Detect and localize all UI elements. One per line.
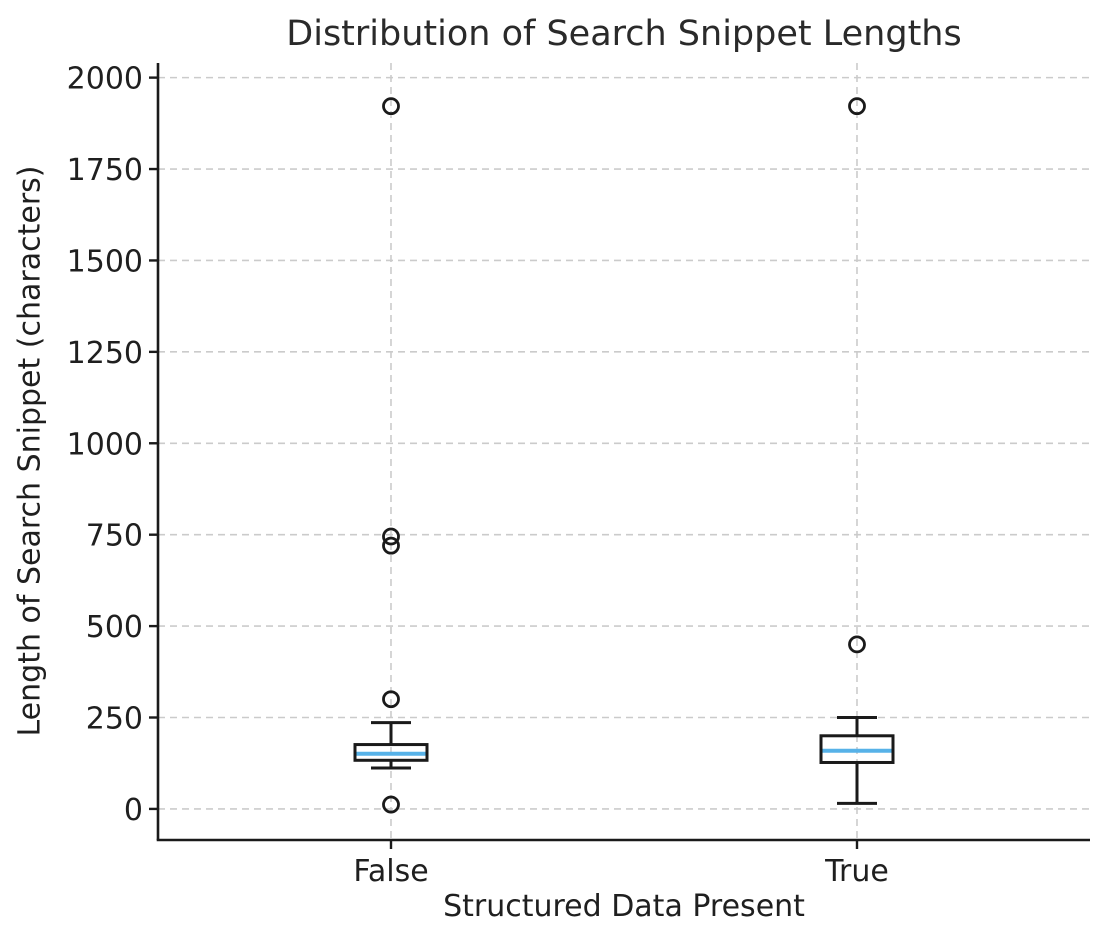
x-tick-label: False xyxy=(353,854,428,889)
y-tick-label: 2000 xyxy=(67,62,143,97)
y-tick-label: 250 xyxy=(86,702,143,737)
outlier-point xyxy=(382,527,400,546)
outlier-point xyxy=(848,97,866,116)
y-tick-label: 1000 xyxy=(67,427,143,462)
y-axis-label: Length of Search Snippet (characters) xyxy=(12,165,48,737)
x-axis-label: Structured Data Present xyxy=(443,889,805,924)
outlier-point xyxy=(382,97,400,116)
y-tick-label: 1750 xyxy=(67,153,143,188)
outlier-point xyxy=(382,795,400,814)
box-iqr xyxy=(353,743,429,762)
y-tick-label: 1500 xyxy=(67,244,143,279)
outlier-point xyxy=(382,690,400,709)
y-tick-label: 750 xyxy=(86,519,143,554)
x-tick-label: True xyxy=(824,854,889,889)
outlier-point xyxy=(848,635,866,654)
y-tick-label: 500 xyxy=(86,610,143,645)
y-tick-label: 1250 xyxy=(67,336,143,371)
outlier-point xyxy=(382,536,400,555)
chart-title: Distribution of Search Snippet Lengths xyxy=(286,14,962,54)
y-tick-label: 0 xyxy=(124,793,143,828)
box-iqr xyxy=(819,734,895,764)
